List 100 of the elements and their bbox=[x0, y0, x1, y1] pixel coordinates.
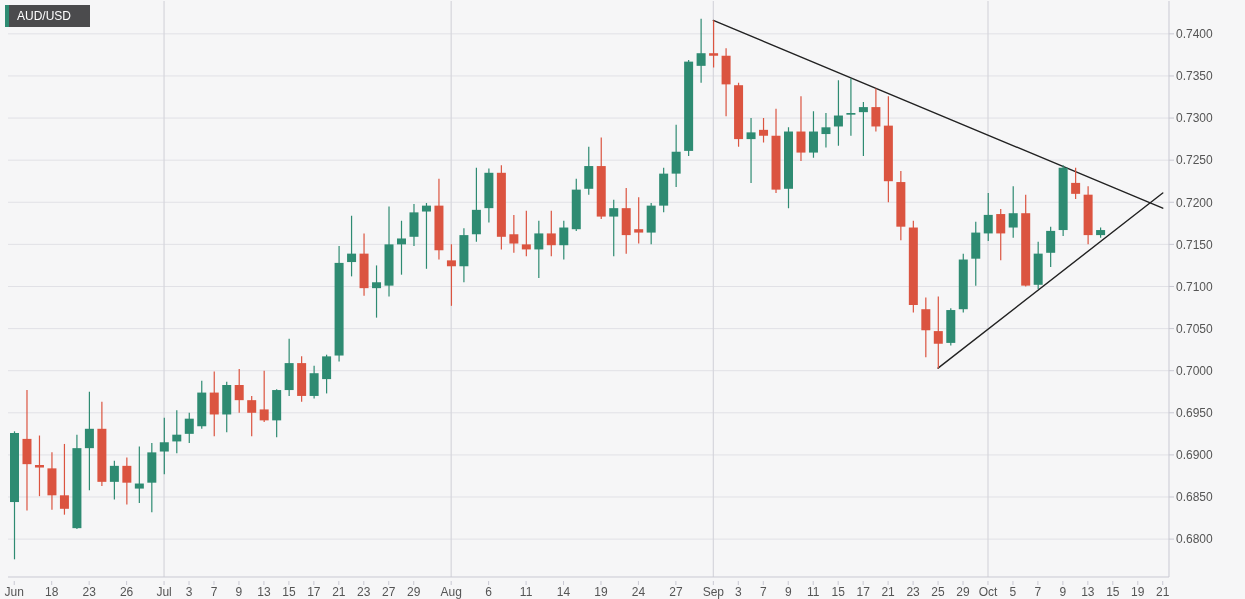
y-tick-label: 0.7000 bbox=[1176, 363, 1214, 378]
x-tick-label: 13 bbox=[257, 585, 271, 599]
candlestick bbox=[933, 295, 943, 369]
candlestick bbox=[671, 124, 681, 188]
x-tick-label: 23 bbox=[82, 585, 97, 599]
candlestick bbox=[109, 460, 119, 501]
candlestick bbox=[609, 199, 619, 257]
x-tick-label: 17 bbox=[856, 585, 871, 599]
candlestick bbox=[209, 370, 219, 437]
x-tick-label: Jul bbox=[156, 585, 172, 599]
candlestick bbox=[122, 456, 132, 506]
x-tick-label: 7 bbox=[210, 585, 218, 599]
candlestick bbox=[234, 368, 244, 414]
candlestick bbox=[309, 365, 319, 400]
candlestick bbox=[996, 208, 1006, 261]
candlestick bbox=[858, 101, 868, 157]
x-tick-label: Oct bbox=[978, 585, 998, 599]
x-tick-label: Jun bbox=[4, 585, 24, 599]
x-tick-label: 18 bbox=[45, 585, 59, 599]
y-tick-label: 0.6900 bbox=[1176, 448, 1214, 463]
x-tick-label: 15 bbox=[1106, 585, 1120, 599]
candlestick bbox=[709, 19, 719, 69]
x-tick-label: 13 bbox=[1081, 585, 1095, 599]
candlestick bbox=[59, 443, 69, 516]
y-tick-label: 0.7100 bbox=[1176, 279, 1214, 294]
candlestick bbox=[34, 434, 44, 497]
x-tick-label: 7 bbox=[759, 585, 767, 599]
candlestick bbox=[808, 110, 818, 159]
x-tick-label: 29 bbox=[407, 585, 421, 599]
candlestick bbox=[421, 202, 431, 270]
candlestick bbox=[372, 264, 382, 319]
candlestick bbox=[534, 220, 544, 279]
x-tick-label: 24 bbox=[631, 585, 646, 599]
candlestick bbox=[322, 354, 332, 395]
x-tick-label: 5 bbox=[1009, 585, 1017, 599]
y-tick-label: 0.6800 bbox=[1176, 532, 1214, 547]
x-tick-label: 14 bbox=[556, 585, 571, 599]
candlestick bbox=[1046, 226, 1056, 268]
candlestick bbox=[509, 214, 519, 254]
x-tick-label: 15 bbox=[831, 585, 846, 599]
x-tick-label: 9 bbox=[784, 585, 792, 599]
y-tick-label: 0.7050 bbox=[1176, 321, 1214, 336]
y-tick-label: 0.7350 bbox=[1176, 69, 1214, 84]
x-tick-label: 29 bbox=[956, 585, 971, 599]
candlestick bbox=[821, 112, 831, 149]
x-tick-label: 23 bbox=[357, 585, 371, 599]
candlestick bbox=[634, 196, 644, 245]
x-tick-label: Aug bbox=[440, 585, 462, 599]
x-tick-label: Sep bbox=[702, 585, 725, 599]
candlestick bbox=[584, 146, 594, 196]
y-tick-label: 0.7150 bbox=[1176, 237, 1214, 252]
x-tick-label: 19 bbox=[1131, 585, 1145, 599]
x-tick-label: 27 bbox=[382, 585, 396, 599]
x-tick-label: 21 bbox=[881, 585, 896, 599]
candlestick bbox=[871, 87, 881, 133]
x-tick-label: 7 bbox=[1034, 585, 1042, 599]
candlestick bbox=[247, 395, 257, 437]
y-tick-label: 0.7400 bbox=[1176, 27, 1214, 42]
x-tick-label: 26 bbox=[119, 585, 134, 599]
x-tick-label: 23 bbox=[906, 585, 921, 599]
candlestick bbox=[259, 370, 269, 423]
x-tick-label: 21 bbox=[332, 585, 346, 599]
candlestick bbox=[1008, 185, 1018, 239]
candlestick bbox=[521, 210, 531, 257]
x-tick-label: 25 bbox=[931, 585, 946, 599]
x-tick-label: 11 bbox=[806, 585, 820, 599]
x-tick-label: 6 bbox=[485, 585, 493, 599]
x-tick-label: 17 bbox=[307, 585, 321, 599]
y-tick-label: 0.7200 bbox=[1176, 195, 1214, 210]
title-badge: AUD/USD bbox=[5, 5, 90, 27]
candlestick bbox=[746, 117, 756, 184]
y-tick-label: 0.7300 bbox=[1176, 111, 1214, 126]
y-tick-label: 0.6850 bbox=[1176, 490, 1214, 505]
candlestick bbox=[559, 220, 569, 261]
candlestick bbox=[184, 412, 194, 444]
x-tick-label: 19 bbox=[594, 585, 608, 599]
x-tick-label: 3 bbox=[734, 585, 742, 599]
y-tick-label: 0.6950 bbox=[1176, 406, 1214, 421]
candlestick bbox=[159, 417, 169, 475]
candlestick bbox=[796, 95, 806, 162]
candlestick bbox=[1071, 167, 1081, 200]
x-tick-label: 27 bbox=[669, 585, 683, 599]
x-tick-label: 21 bbox=[1156, 585, 1170, 599]
candlestick bbox=[696, 18, 706, 84]
candlestick bbox=[846, 77, 856, 137]
candlestick bbox=[833, 79, 843, 147]
candlestick bbox=[921, 296, 931, 358]
candlestick bbox=[983, 192, 993, 242]
y-tick-label: 0.7250 bbox=[1176, 153, 1214, 168]
candlestick bbox=[84, 391, 94, 491]
x-tick-label: 15 bbox=[282, 585, 296, 599]
candlestick bbox=[347, 215, 357, 277]
candlestick bbox=[446, 243, 456, 307]
x-tick-label: 9 bbox=[235, 585, 243, 599]
candlestick bbox=[397, 220, 406, 276]
x-tick-label: 9 bbox=[1059, 585, 1067, 599]
candlestick bbox=[759, 117, 769, 144]
x-tick-label: 11 bbox=[519, 585, 533, 599]
x-tick-label: 3 bbox=[185, 585, 193, 599]
candlestick bbox=[546, 210, 556, 257]
